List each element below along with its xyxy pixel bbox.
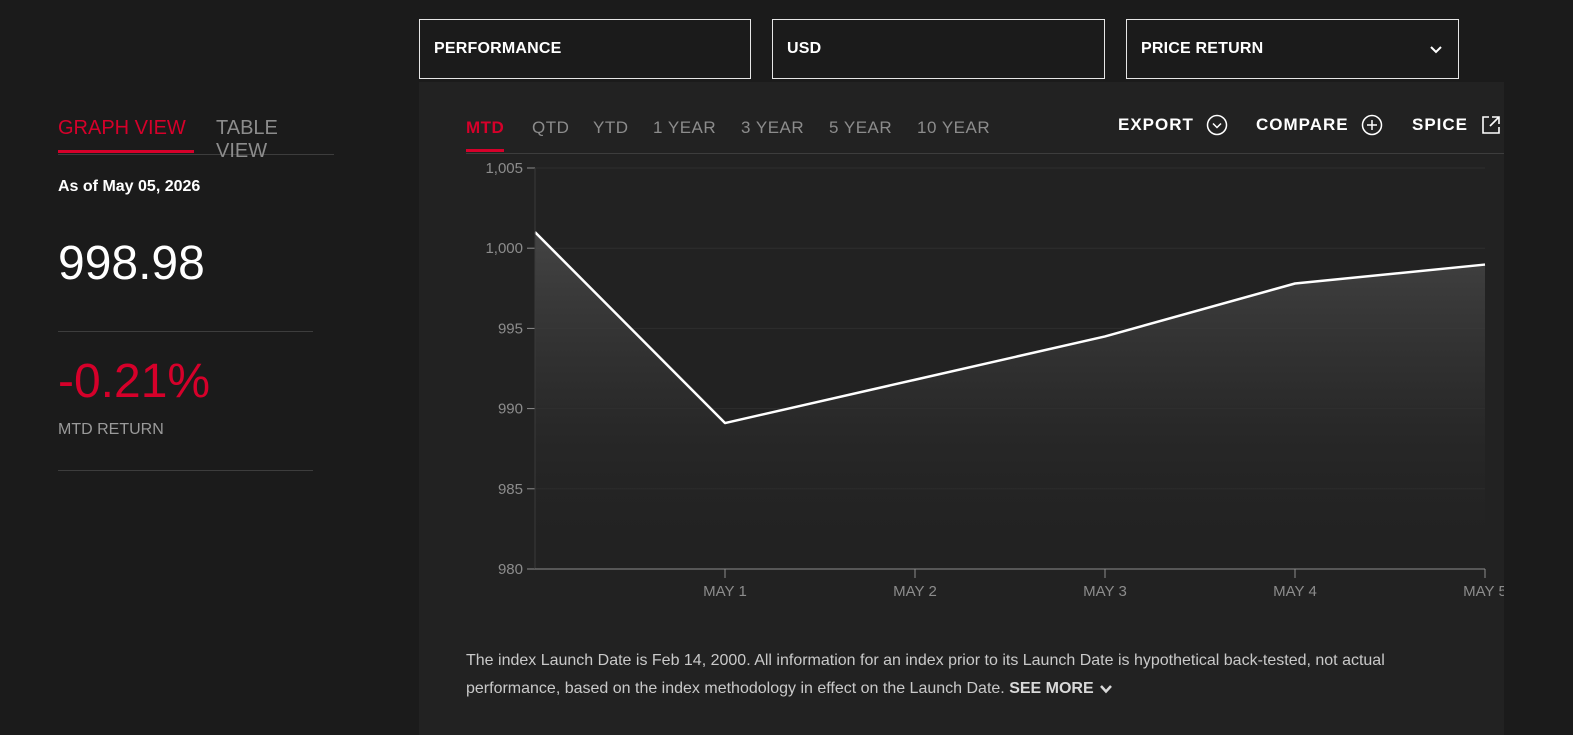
external-link-icon [1482, 116, 1500, 134]
chevron-down-icon [1100, 684, 1113, 694]
circle-plus-icon [1361, 114, 1382, 136]
compare-button[interactable]: COMPARE [1256, 114, 1383, 136]
x-tick-label: MAY 2 [893, 583, 937, 600]
see-more-link[interactable]: SEE MORE [1009, 680, 1114, 697]
view-select[interactable]: PERFORMANCE [419, 19, 751, 79]
tab-table-view[interactable]: TABLE VIEW [216, 117, 278, 162]
view-tabs: GRAPH VIEW TABLE VIEW [58, 114, 334, 162]
see-more-label: SEE MORE [1009, 680, 1094, 697]
return-type-select[interactable]: PRICE RETURN [1126, 19, 1459, 79]
series-line [534, 231, 1486, 425]
y-tick-label: 1,000 [485, 240, 523, 257]
as-of-date: As of May 05, 2026 [58, 178, 201, 195]
circle-chevron-down-icon [1206, 114, 1228, 136]
y-tick-label: 995 [498, 320, 523, 337]
spice-label: SPICE [1412, 115, 1469, 134]
performance-chart: 980 985 990 995 1,000 1,005 MAY 1 MAY 2 MAY 3 MAY… [485, 160, 1504, 600]
x-tick-label: MAY 3 [1083, 583, 1127, 600]
y-tick-label: 990 [498, 401, 523, 418]
divider [58, 331, 313, 332]
period-tab-1-year[interactable]: 1 YEAR [653, 118, 717, 137]
return-value: -0.21% [58, 355, 211, 408]
x-tick-label: MAY 1 [703, 583, 747, 600]
return-label: MTD RETURN [58, 421, 164, 438]
tab-graph-view[interactable]: GRAPH VIEW [58, 117, 194, 153]
return-type-select-value: PRICE RETURN [1141, 40, 1264, 57]
period-tab-10-year[interactable]: 10 YEAR [917, 118, 991, 137]
period-tabs: MTD QTD YTD 1 YEAR 3 YEAR 5 YEAR 10 YEAR… [466, 82, 1504, 154]
currency-select-value: USD [787, 40, 822, 57]
period-tab-mtd[interactable]: MTD [466, 118, 505, 152]
series-area [535, 232, 1485, 569]
export-button[interactable]: EXPORT [1118, 114, 1228, 136]
x-tick-label: MAY 5 [1463, 583, 1504, 600]
y-tick-label: 980 [498, 561, 523, 578]
y-tick-label: 1,005 [485, 160, 523, 177]
y-tick-label: 985 [498, 481, 523, 498]
currency-select[interactable]: USD [772, 19, 1105, 79]
launch-date-footnote: The index Launch Date is Feb 14, 2000. A… [466, 647, 1446, 703]
period-tab-3-year[interactable]: 3 YEAR [741, 118, 805, 137]
chart-panel: MTD QTD YTD 1 YEAR 3 YEAR 5 YEAR 10 YEAR… [419, 82, 1504, 735]
index-value: 998.98 [58, 237, 205, 290]
footnote-text: The index Launch Date is Feb 14, 2000. A… [466, 652, 1385, 697]
period-tab-qtd[interactable]: QTD [532, 118, 570, 137]
view-select-value: PERFORMANCE [434, 40, 562, 57]
export-label: EXPORT [1118, 115, 1194, 134]
chevron-down-icon [1430, 46, 1442, 54]
period-tab-ytd[interactable]: YTD [593, 118, 629, 137]
period-tab-5-year[interactable]: 5 YEAR [829, 118, 893, 137]
divider [58, 470, 313, 471]
x-tick-label: MAY 4 [1273, 583, 1317, 600]
spice-link[interactable]: SPICE [1412, 114, 1502, 136]
compare-label: COMPARE [1256, 115, 1349, 134]
